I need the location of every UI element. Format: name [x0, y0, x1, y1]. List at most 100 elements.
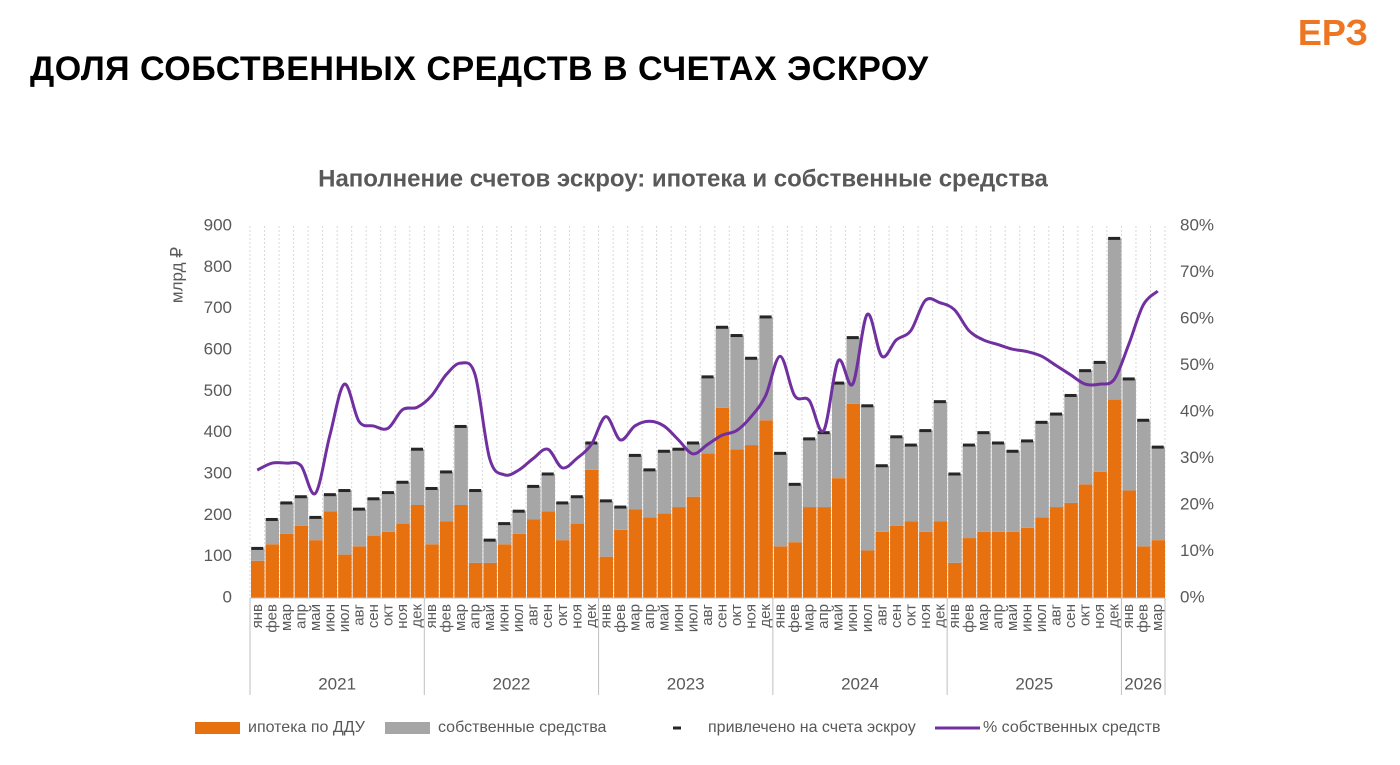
x-tick-label: июн: [844, 604, 861, 632]
y2-tick-label: 50%: [1180, 355, 1214, 374]
bar: [1035, 517, 1049, 598]
bar: [294, 496, 309, 526]
y-tick-label: 600: [204, 339, 232, 358]
x-tick-label: окт: [554, 604, 571, 626]
bar: [454, 426, 468, 505]
bar: [1006, 451, 1020, 532]
x-tick-label: сен: [539, 604, 556, 628]
bar: [730, 449, 744, 598]
bar: [1049, 507, 1064, 598]
x-tick-label: авг: [1048, 603, 1065, 625]
legend-swatch: [385, 722, 430, 734]
x-tick-label: июл: [336, 604, 353, 632]
bar: [309, 540, 323, 598]
y2-tick-label: 0%: [1180, 587, 1205, 606]
bar: [715, 327, 730, 408]
bar: [759, 316, 773, 421]
page-title: ДОЛЯ СОБСТВЕННЫХ СРЕДСТВ В СЧЕТАХ ЭСКРОУ: [30, 50, 929, 88]
x-tick-label: авг: [699, 603, 716, 625]
bar: [1020, 440, 1035, 528]
bar: [1064, 395, 1078, 503]
bar: [890, 436, 904, 526]
bar: [323, 494, 338, 512]
bar: [686, 496, 701, 598]
bar: [643, 469, 657, 518]
bar: [759, 420, 773, 598]
bar: [817, 432, 831, 508]
bar: [1122, 378, 1136, 491]
bar: [1122, 490, 1136, 598]
bar: [425, 488, 439, 545]
x-tick-label: мар: [1149, 604, 1166, 631]
year-label: 2024: [841, 674, 879, 693]
bar: [541, 474, 555, 512]
y-tick-label: 300: [204, 463, 232, 482]
x-tick-label: авг: [350, 603, 367, 625]
logo: ЕРЗ: [1297, 12, 1368, 53]
x-tick-label: сен: [714, 604, 731, 628]
bar: [948, 562, 962, 598]
y2-tick-label: 70%: [1180, 262, 1214, 281]
bar: [1151, 447, 1165, 541]
bar: [991, 443, 1006, 532]
x-tick-label: май: [1004, 604, 1021, 631]
bar: [788, 484, 802, 543]
bar: [1093, 471, 1107, 598]
bar: [643, 517, 657, 598]
legend-label: % собственных средств: [983, 719, 1161, 736]
bar: [1035, 422, 1049, 518]
x-tick-label: авг: [873, 603, 890, 625]
bar: [715, 407, 730, 598]
x-tick-label: ноя: [1091, 604, 1108, 629]
x-tick-label: мар: [801, 604, 818, 631]
x-tick-label: май: [307, 604, 324, 631]
year-label: 2025: [1015, 674, 1053, 693]
bar: [962, 445, 977, 539]
bar: [556, 540, 570, 598]
x-tick-label: янв: [597, 604, 614, 628]
bar: [904, 445, 919, 522]
x-tick-label: июл: [859, 604, 876, 632]
bar: [628, 455, 643, 510]
x-tick-label: ноя: [743, 604, 760, 629]
x-tick-label: фев: [1135, 604, 1152, 633]
bar: [802, 507, 817, 598]
bar: [1049, 414, 1064, 508]
x-tick-label: окт: [728, 604, 745, 626]
bar: [657, 513, 672, 598]
bar: [483, 540, 497, 563]
x-tick-label: фев: [263, 604, 280, 633]
y-tick-label: 0: [223, 587, 232, 606]
y2-tick-label: 40%: [1180, 401, 1214, 420]
bar: [904, 521, 919, 598]
x-tick-label: сен: [365, 604, 382, 628]
bar: [294, 525, 309, 598]
bar: [526, 486, 541, 520]
bar: [599, 556, 614, 598]
bar: [1020, 527, 1035, 598]
bar: [628, 509, 643, 598]
bar: [323, 511, 338, 598]
y2-tick-label: 60%: [1180, 308, 1214, 327]
bar: [1006, 531, 1020, 598]
x-tick-label: апр: [641, 604, 658, 629]
bar: [773, 453, 788, 547]
x-tick-label: апр: [467, 604, 484, 629]
bar: [541, 511, 555, 598]
bar: [265, 519, 280, 545]
x-tick-label: дек: [757, 604, 774, 628]
year-label: 2026: [1124, 674, 1162, 693]
bar: [512, 533, 526, 598]
bar: [744, 358, 759, 446]
x-tick-label: авг: [525, 603, 542, 625]
y-tick-label: 900: [204, 215, 232, 234]
y-tick-label: 800: [204, 257, 232, 276]
bar: [657, 451, 672, 514]
bar: [614, 507, 628, 530]
x-tick-label: июл: [684, 604, 701, 632]
bar: [526, 519, 541, 598]
bar: [1078, 484, 1093, 598]
x-tick-label: дек: [1106, 604, 1123, 628]
bar: [410, 449, 425, 505]
